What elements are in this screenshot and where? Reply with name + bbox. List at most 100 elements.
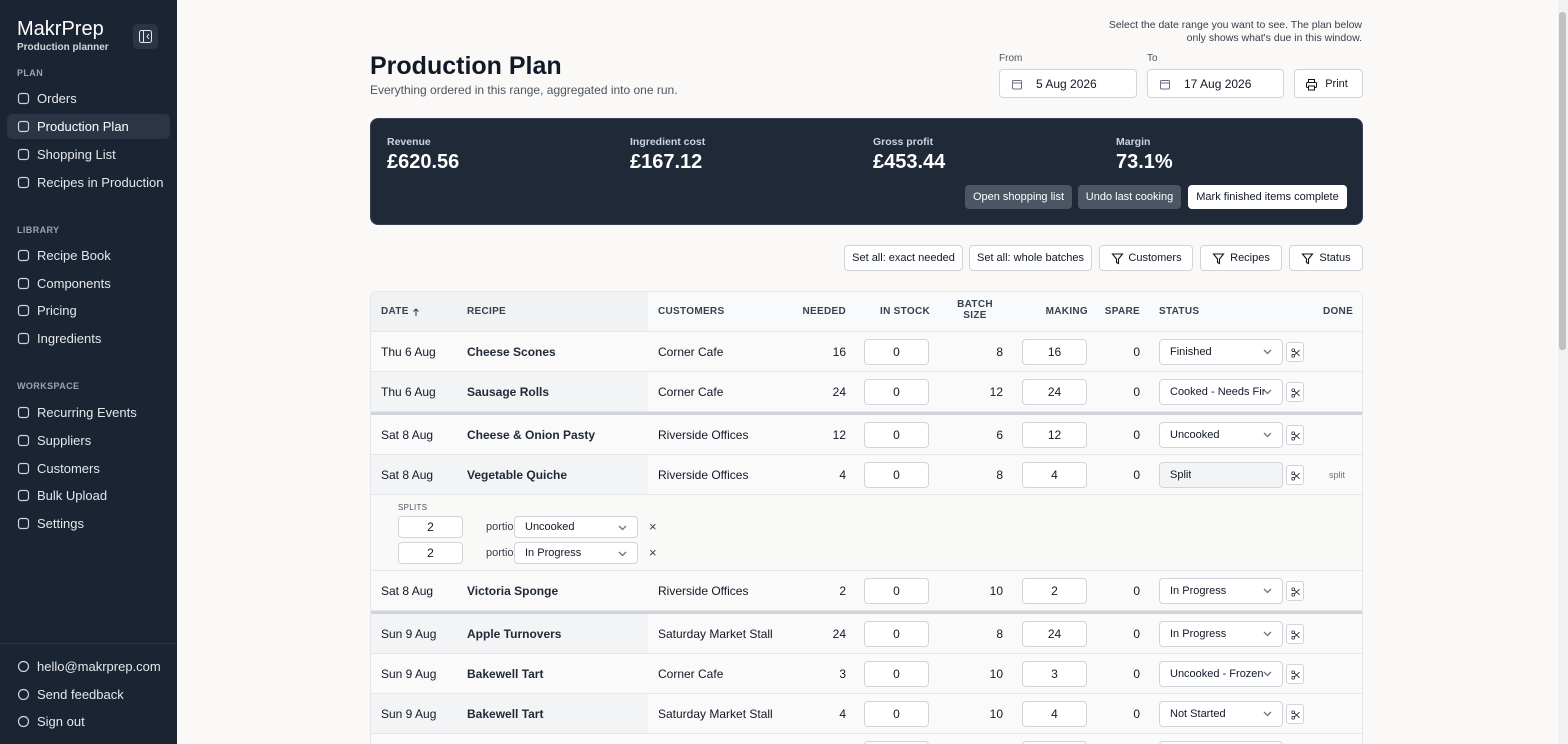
spare: 0 (1133, 345, 1140, 359)
split-button[interactable] (1286, 704, 1304, 724)
nav-item[interactable]: Bulk Upload (7, 483, 170, 508)
nav-item[interactable]: Customers (7, 456, 170, 481)
collapse-button[interactable] (133, 24, 158, 49)
sort-arrow (413, 308, 419, 316)
nav-item[interactable]: Production Plan (7, 114, 170, 139)
toolbar-button[interactable]: Set all: exact needed (844, 245, 963, 271)
footer-label: hello@makrprep.com (37, 659, 161, 674)
column-header: DONE (1322, 306, 1354, 317)
in-stock-input[interactable]: 0 (864, 339, 929, 365)
making-input[interactable]: 4 (1022, 701, 1087, 727)
recipe: Cheese Scones (467, 345, 556, 359)
nav-heading: PLAN (17, 68, 44, 78)
column-header: RECIPE (467, 306, 507, 317)
chevron (1263, 588, 1272, 594)
customers: Riverside Offices (658, 468, 749, 482)
toolbar-button[interactable]: Set all: whole batches (969, 245, 1092, 271)
status-select[interactable]: Cooked - Needs Fin (1159, 379, 1283, 405)
nav-item[interactable]: Recurring Events (7, 400, 170, 425)
split-button[interactable] (1286, 581, 1304, 601)
metric-value: £620.56 (387, 151, 460, 173)
nav-item[interactable]: Settings (7, 511, 170, 536)
nav-item[interactable]: Components (7, 271, 170, 296)
to-date[interactable]: 17 Aug 2026 (1147, 69, 1284, 98)
in-stock-input[interactable]: 0 (864, 621, 929, 647)
needed: 2 (839, 584, 846, 598)
in-stock-input[interactable]: 0 (864, 578, 929, 604)
row-shade (371, 455, 648, 494)
in-stock-input[interactable]: 0 (864, 422, 929, 448)
portions-input[interactable]: 2 (398, 516, 463, 538)
metric-label: Ingredient cost (630, 136, 706, 148)
collapse-icon (139, 30, 152, 43)
split-status[interactable]: Uncooked (514, 516, 638, 538)
status-select[interactable]: Finished (1159, 339, 1283, 365)
making-input[interactable]: 4 (1022, 462, 1087, 488)
print-button[interactable]: Print (1294, 69, 1363, 98)
nav-item[interactable]: Ingredients (7, 326, 170, 351)
making-input[interactable]: 16 (1022, 339, 1087, 365)
summary-action[interactable]: Open shopping list (965, 185, 1072, 209)
status-select[interactable]: Split (1159, 462, 1283, 488)
customers: Corner Cafe (658, 667, 724, 681)
nav-icon (17, 148, 30, 161)
in-stock-input[interactable]: 0 (864, 379, 929, 405)
status-select[interactable]: Not Started (1159, 701, 1283, 727)
batch-size: 8 (996, 345, 1003, 359)
split-button[interactable] (1286, 465, 1304, 485)
portions-input[interactable]: 2 (398, 542, 463, 564)
toolbar-button[interactable]: Customers (1099, 245, 1193, 271)
nav-label: Production Plan (37, 119, 129, 134)
nav-item[interactable]: Recipes in Production (7, 170, 170, 195)
split-button[interactable] (1286, 664, 1304, 684)
split-button[interactable] (1286, 425, 1304, 445)
nav-item[interactable]: Pricing (7, 298, 170, 323)
split-button[interactable] (1286, 624, 1304, 644)
status-value: Uncooked (1170, 429, 1220, 441)
in-stock-input[interactable]: 0 (864, 462, 929, 488)
input[interactable] (864, 741, 929, 744)
in-stock-input[interactable]: 0 (864, 661, 929, 687)
nav-item[interactable]: Recipe Book (7, 243, 170, 268)
remove-split[interactable]: × (649, 519, 657, 534)
scissors-icon (1291, 348, 1300, 358)
chevron (1263, 389, 1272, 395)
making-input[interactable]: 12 (1022, 422, 1087, 448)
footer-item[interactable]: hello@makrprep.com (7, 654, 170, 679)
making-input[interactable]: 2 (1022, 578, 1087, 604)
from-date[interactable]: 5 Aug 2026 (999, 69, 1137, 98)
toolbar-button[interactable]: Status (1289, 245, 1363, 271)
making-input[interactable]: 24 (1022, 379, 1087, 405)
remove-split[interactable]: × (649, 545, 657, 560)
status-select[interactable]: In Progress (1159, 578, 1283, 604)
nav-item[interactable]: Shopping List (7, 142, 170, 167)
status-select[interactable]: In Progress (1159, 621, 1283, 647)
input[interactable] (1022, 741, 1087, 744)
making-input[interactable]: 24 (1022, 621, 1087, 647)
status-select[interactable]: Uncooked - Frozen (1159, 661, 1283, 687)
split-button[interactable] (1286, 382, 1304, 402)
nav-item[interactable]: Suppliers (7, 428, 170, 453)
scissors-icon (1291, 630, 1300, 640)
summary-action[interactable]: Undo last cooking (1078, 185, 1181, 209)
in-stock-input[interactable]: 0 (864, 701, 929, 727)
batch-size: 10 (989, 667, 1003, 681)
summary-action[interactable]: Mark finished items complete (1188, 185, 1347, 209)
split-status[interactable]: In Progress (514, 542, 638, 564)
status-select[interactable] (1159, 741, 1283, 744)
spare: 0 (1133, 707, 1140, 721)
row-shade (371, 415, 648, 454)
needed: 12 (832, 428, 846, 442)
making-input[interactable]: 3 (1022, 661, 1087, 687)
footer-item[interactable]: Sign out (7, 709, 170, 734)
nav-item[interactable]: Orders (7, 86, 170, 111)
column-header[interactable]: DATE (381, 306, 409, 317)
toolbar-button[interactable]: Recipes (1200, 245, 1282, 271)
nav-icon (17, 406, 30, 419)
row-shade (371, 654, 648, 693)
recipe: Bakewell Tart (467, 667, 544, 681)
footer-item[interactable]: Send feedback (7, 682, 170, 707)
split-button[interactable] (1286, 342, 1304, 362)
status-select[interactable]: Uncooked (1159, 422, 1283, 448)
filter-icon (1111, 253, 1124, 265)
